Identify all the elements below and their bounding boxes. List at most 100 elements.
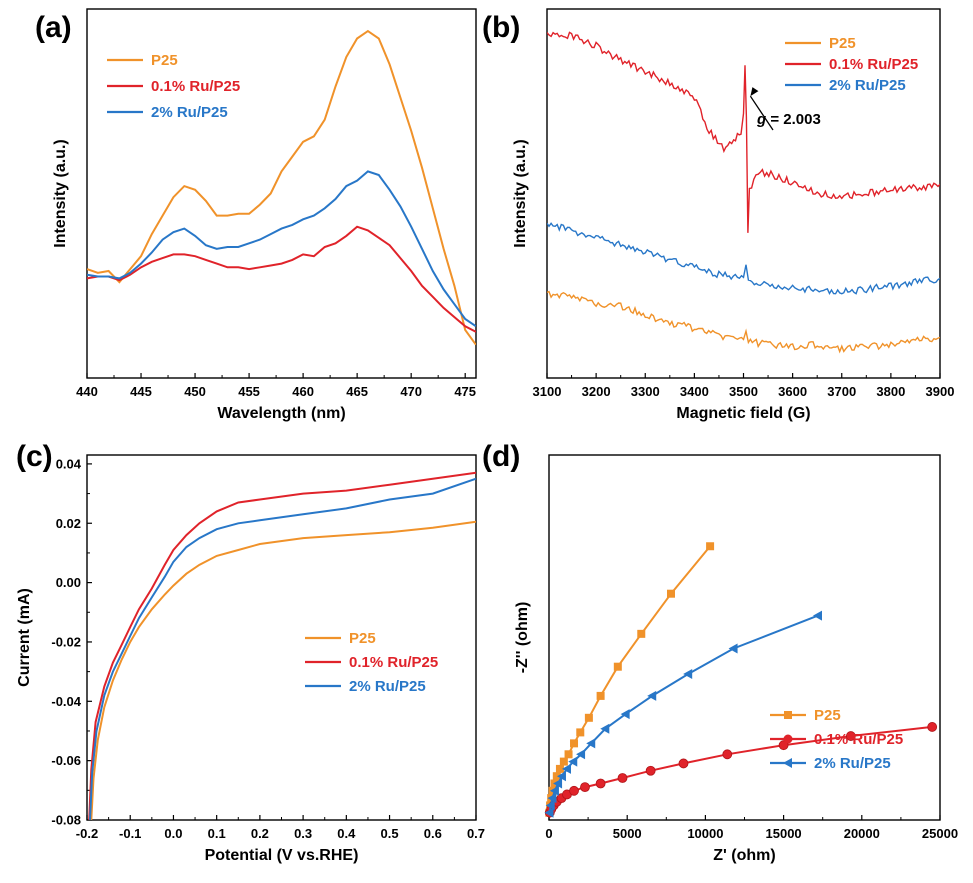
data-point-triangle [728, 643, 738, 654]
data-point-circle [617, 773, 628, 783]
series-line-0 [87, 29, 476, 346]
x-tick-label: 0.5 [381, 826, 399, 841]
legend-label: 2% Ru/P25 [151, 104, 228, 121]
y-tick-label: -0.06 [51, 753, 81, 768]
x-tick-label: 3700 [827, 384, 856, 399]
annotation-rest: = 2.003 [766, 111, 821, 128]
data-point-triangle [545, 800, 555, 811]
y-tick-label: 0.04 [56, 456, 82, 471]
y-axis-title: Intensity (a.u.) [512, 139, 529, 247]
y-tick-label: -0.08 [51, 813, 81, 828]
y-axis-title: Intensity (a.u.) [52, 139, 69, 247]
data-point-triangle [620, 709, 630, 720]
x-tick-label: 0.0 [164, 826, 182, 841]
data-point-square [570, 739, 579, 748]
data-point-triangle [813, 610, 823, 621]
data-point-triangle [568, 756, 578, 767]
x-tick-label: 3900 [926, 384, 955, 399]
legend-label: 2% Ru/P25 [829, 77, 906, 94]
legend-label: 0.1% Ru/P25 [814, 731, 903, 748]
chart-panel-1: (b) 3100 3200 3300 3400 3500 3600 3700 3800 3900 M… [482, 8, 955, 422]
x-tick-label: 0 [545, 826, 552, 841]
data-point-triangle [547, 793, 557, 804]
x-tick-label: 445 [130, 384, 152, 399]
x-tick-label: -0.1 [119, 826, 141, 841]
chart-panel-0: (a) 440 445 450 455 460 465 470 475 Wavelength (n… [35, 8, 477, 422]
x-tick-label: 465 [346, 384, 368, 399]
x-tick-label: 460 [292, 384, 314, 399]
x-tick-label: 20000 [844, 826, 880, 841]
legend-label: 0.1% Ru/P25 [349, 654, 438, 671]
x-tick-label: 440 [76, 384, 98, 399]
x-tick-label: 15000 [766, 826, 802, 841]
annotation-arrow [749, 95, 774, 131]
series-line-2 [89, 477, 476, 820]
data-point-triangle [586, 738, 596, 749]
x-tick-label: 3100 [533, 384, 562, 399]
x-tick-label: 10000 [687, 826, 723, 841]
data-point-circle [927, 722, 938, 732]
chart-panel-3: (d) 0 5000 10000 15000 20000 25000 Z' (ohm) -Z''… [482, 440, 958, 864]
legend-label: 2% Ru/P25 [814, 755, 891, 772]
data-point-triangle [576, 749, 586, 760]
x-tick-label: 3500 [729, 384, 758, 399]
annotation-arrowhead [750, 87, 759, 97]
chart-panel-2: (c) -0.2 -0.1 0.0 0.1 0.2 0.3 0.4 0.5 0.6 0.7 -0.08… [16, 440, 485, 864]
data-point-square [584, 713, 593, 722]
x-axis-title: Magnetic field (G) [676, 405, 810, 422]
legend-label: 0.1% Ru/P25 [829, 56, 918, 73]
x-tick-label: 0.7 [467, 826, 485, 841]
y-tick-label: 0.00 [56, 575, 81, 590]
x-axis-title: Potential (V vs.RHE) [205, 847, 359, 864]
data-point-square [596, 691, 605, 700]
x-tick-label: 3400 [680, 384, 709, 399]
data-point-square [613, 662, 622, 671]
x-tick-label: 455 [238, 384, 260, 399]
x-tick-label: 3800 [876, 384, 905, 399]
y-tick-label: 0.02 [56, 516, 81, 531]
x-tick-label: 3600 [778, 384, 807, 399]
legend-label: 0.1% Ru/P25 [151, 78, 240, 95]
series-line-0 [90, 520, 476, 820]
data-point-square [555, 764, 564, 773]
x-tick-label: 450 [184, 384, 206, 399]
plot-frame [86, 8, 477, 379]
data-point-triangle [647, 690, 657, 701]
data-point-circle [678, 758, 689, 769]
data-point-circle [722, 749, 733, 760]
legend-label: P25 [829, 35, 856, 52]
data-point-square [576, 728, 585, 737]
data-point-triangle [549, 785, 559, 796]
y-tick-label: -0.02 [51, 634, 81, 649]
series-line-1 [87, 225, 476, 333]
x-tick-label: 0.4 [337, 826, 356, 841]
panel-letter: (a) [35, 11, 72, 44]
data-point-square [552, 772, 561, 781]
series-line-2 [547, 222, 940, 296]
y-tick-label: -0.04 [51, 694, 81, 709]
x-tick-label: -0.2 [76, 826, 98, 841]
x-tick-label: 475 [454, 384, 476, 399]
x-tick-label: 0.6 [424, 826, 442, 841]
x-tick-label: 0.1 [208, 826, 226, 841]
data-point-square [564, 750, 573, 759]
panel-letter: (b) [482, 11, 520, 44]
annotation-g-value: g = 2.003 [756, 111, 821, 128]
x-tick-label: 3200 [582, 384, 611, 399]
plot-frame [86, 454, 477, 821]
x-tick-label: 3300 [631, 384, 660, 399]
x-tick-label: 470 [400, 384, 422, 399]
data-point-triangle [553, 778, 563, 789]
data-point-triangle [683, 669, 693, 679]
data-point-circle [845, 731, 856, 741]
panel-letter: (d) [482, 440, 520, 473]
data-point-square [666, 589, 675, 598]
series-line-0 [547, 290, 940, 354]
panel-letter: (c) [16, 440, 53, 473]
series-line-0 [549, 545, 711, 813]
legend-marker-square [784, 711, 792, 719]
x-axis-title: Wavelength (nm) [217, 405, 345, 422]
data-point-triangle [556, 771, 566, 782]
series-line-1 [547, 31, 940, 233]
